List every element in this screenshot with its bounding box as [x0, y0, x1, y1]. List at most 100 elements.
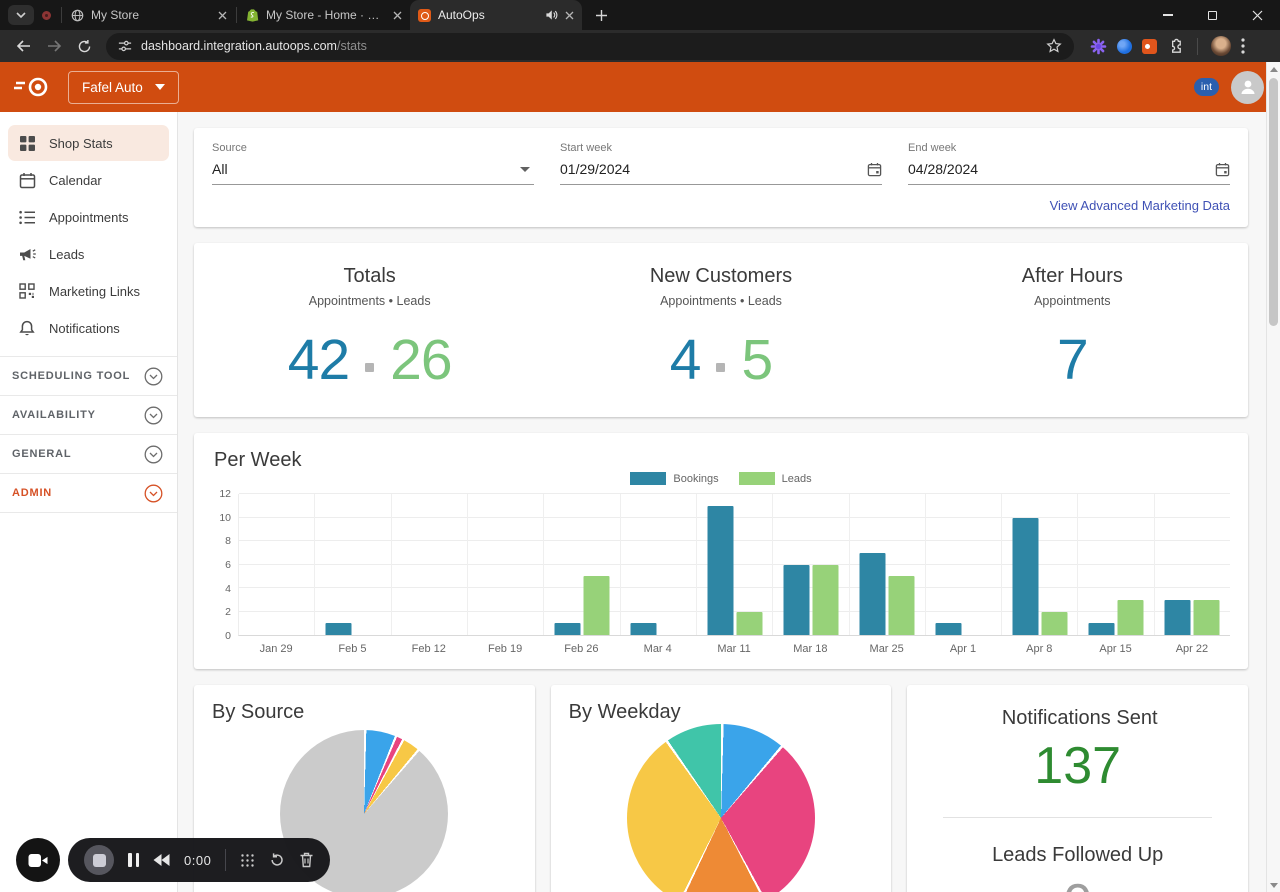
window-close-button[interactable]: [1235, 0, 1280, 30]
tab-autoops[interactable]: AutoOps: [410, 0, 582, 30]
kebab-menu-icon[interactable]: [1241, 38, 1245, 54]
sidebar-item-label: Shop Stats: [49, 135, 113, 151]
browser-toolbar: dashboard.integration.autoops.com/stats: [0, 30, 1280, 62]
recording-time: 0:00: [184, 852, 212, 868]
bookings-bar: [630, 623, 657, 635]
drag-handle-button[interactable]: [240, 853, 255, 868]
extension-autoops-icon[interactable]: [1142, 38, 1157, 54]
new-customers-leads-value: 5: [741, 328, 773, 392]
legend-label: Leads: [781, 472, 812, 485]
recorder-controls: 0:00: [68, 838, 331, 882]
tab-title: AutoOps: [438, 8, 485, 22]
y-tick-label: 2: [225, 606, 231, 619]
sidebar-item-shop-stats[interactable]: Shop Stats: [8, 125, 169, 161]
dot-separator: [365, 363, 375, 372]
x-tick-label: Mar 18: [793, 643, 828, 655]
address-bar[interactable]: dashboard.integration.autoops.com/stats: [106, 32, 1074, 60]
gridline: [239, 563, 1230, 565]
stat-after-hours: After Hours Appointments 7: [897, 265, 1248, 389]
view-advanced-marketing-data-link[interactable]: View Advanced Marketing Data: [1049, 198, 1230, 213]
reload-button[interactable]: [70, 33, 98, 59]
dashboard-icon: [18, 135, 36, 152]
y-tick-label: 0: [225, 630, 231, 642]
source-select[interactable]: All: [212, 161, 534, 185]
calendar-picker-icon[interactable]: [1215, 162, 1230, 177]
per-week-card: Per Week Bookings Leads 0 2 4 6 8 10 12 Jan 29…: [194, 433, 1248, 669]
trash-icon: [300, 852, 313, 868]
tab-close-icon[interactable]: [218, 11, 227, 20]
stop-recording-button[interactable]: [84, 845, 114, 875]
per-week-chart: 0 2 4 6 8 10 12: [212, 488, 1230, 642]
sidebar-item-leads[interactable]: Leads: [8, 236, 169, 272]
sidebar-section-availability[interactable]: AVAILABILITY: [0, 396, 177, 435]
legend-item-bookings[interactable]: Bookings: [630, 472, 719, 485]
chevron-down-icon: [16, 11, 26, 18]
window-maximize-button[interactable]: [1190, 0, 1235, 30]
tab-shopify[interactable]: My Store - Home · Shopify: [238, 0, 410, 30]
app-header: Fafel Auto int: [0, 62, 1280, 112]
minimize-icon: [1162, 14, 1173, 16]
shop-selector-button[interactable]: Fafel Auto: [68, 70, 179, 104]
pause-icon: [135, 853, 139, 867]
chart-column: [926, 494, 1003, 635]
forward-button[interactable]: [40, 33, 68, 59]
browser-profile-avatar[interactable]: [1211, 36, 1231, 56]
bookings-bar: [325, 623, 352, 635]
tab-close-icon[interactable]: [565, 11, 574, 20]
sidebar-item-appointments[interactable]: Appointments: [8, 199, 169, 235]
sidebar-section-scheduling-tool[interactable]: SCHEDULING TOOL: [0, 357, 177, 396]
site-settings-tune-icon[interactable]: [118, 39, 132, 53]
extension-flower-icon[interactable]: [1090, 38, 1107, 55]
tab-close-icon[interactable]: [393, 11, 402, 20]
delete-recording-button[interactable]: [299, 852, 314, 868]
back-button[interactable]: [10, 33, 38, 59]
end-week-input[interactable]: 04/28/2024: [908, 161, 1230, 185]
sidebar-item-label: Leads: [49, 246, 85, 262]
sidebar-section-admin[interactable]: ADMIN: [0, 474, 177, 513]
section-label: GENERAL: [12, 448, 72, 460]
leads-bar: [583, 576, 610, 635]
restart-recording-button[interactable]: [269, 852, 285, 868]
tab-my-store[interactable]: My Store: [63, 0, 235, 30]
after-hours-appointments-value: 7: [1056, 328, 1089, 392]
start-week-input[interactable]: 01/29/2024: [560, 161, 882, 185]
user-avatar[interactable]: [1231, 70, 1264, 104]
tab-search-button[interactable]: [8, 5, 34, 25]
scrollbar-thumb[interactable]: [1269, 78, 1278, 326]
page-scrollbar[interactable]: [1266, 62, 1280, 892]
url-path: /stats: [336, 39, 367, 53]
sidebar-section-general[interactable]: GENERAL: [0, 435, 177, 474]
extensions-puzzle-icon[interactable]: [1167, 38, 1184, 55]
sidebar-item-label: Appointments: [49, 209, 129, 225]
list-icon: [18, 210, 36, 225]
dot-separator: [716, 363, 726, 372]
tab-divider: [61, 7, 62, 23]
sidebar-item-label: Calendar: [49, 172, 102, 188]
speaker-icon[interactable]: [545, 9, 558, 21]
camera-bubble[interactable]: [16, 838, 60, 882]
section-label: AVAILABILITY: [12, 409, 96, 421]
rewind-button[interactable]: [153, 854, 170, 866]
url-text[interactable]: dashboard.integration.autoops.com/stats: [141, 39, 1046, 53]
sidebar-item-marketing-links[interactable]: Marketing Links: [8, 273, 169, 309]
end-week-value: 04/28/2024: [908, 161, 979, 177]
calendar-picker-icon[interactable]: [867, 162, 882, 177]
new-tab-button[interactable]: [588, 2, 614, 28]
by-source-card: By Source Website Dashboard GoogleButton…: [194, 685, 535, 892]
gridline: [239, 540, 1230, 541]
recording-indicator-icon: [42, 10, 51, 20]
scroll-up-button[interactable]: [1267, 62, 1280, 76]
scroll-down-button[interactable]: [1267, 878, 1280, 892]
legend-item-leads[interactable]: Leads: [738, 472, 812, 485]
extension-orb-icon[interactable]: [1117, 38, 1132, 54]
pause-icon: [128, 853, 132, 867]
sidebar-item-notifications[interactable]: Notifications: [8, 310, 169, 346]
pause-button[interactable]: [128, 853, 139, 867]
dropdown-caret-icon: [520, 166, 530, 172]
y-axis-labels: 0 2 4 6 8 10 12: [212, 488, 238, 642]
maximize-icon: [1208, 10, 1217, 20]
chart-column: [1002, 494, 1079, 635]
sidebar-item-calendar[interactable]: Calendar: [8, 162, 169, 198]
bookmark-star-icon[interactable]: [1046, 38, 1062, 54]
window-minimize-button[interactable]: [1145, 0, 1190, 30]
